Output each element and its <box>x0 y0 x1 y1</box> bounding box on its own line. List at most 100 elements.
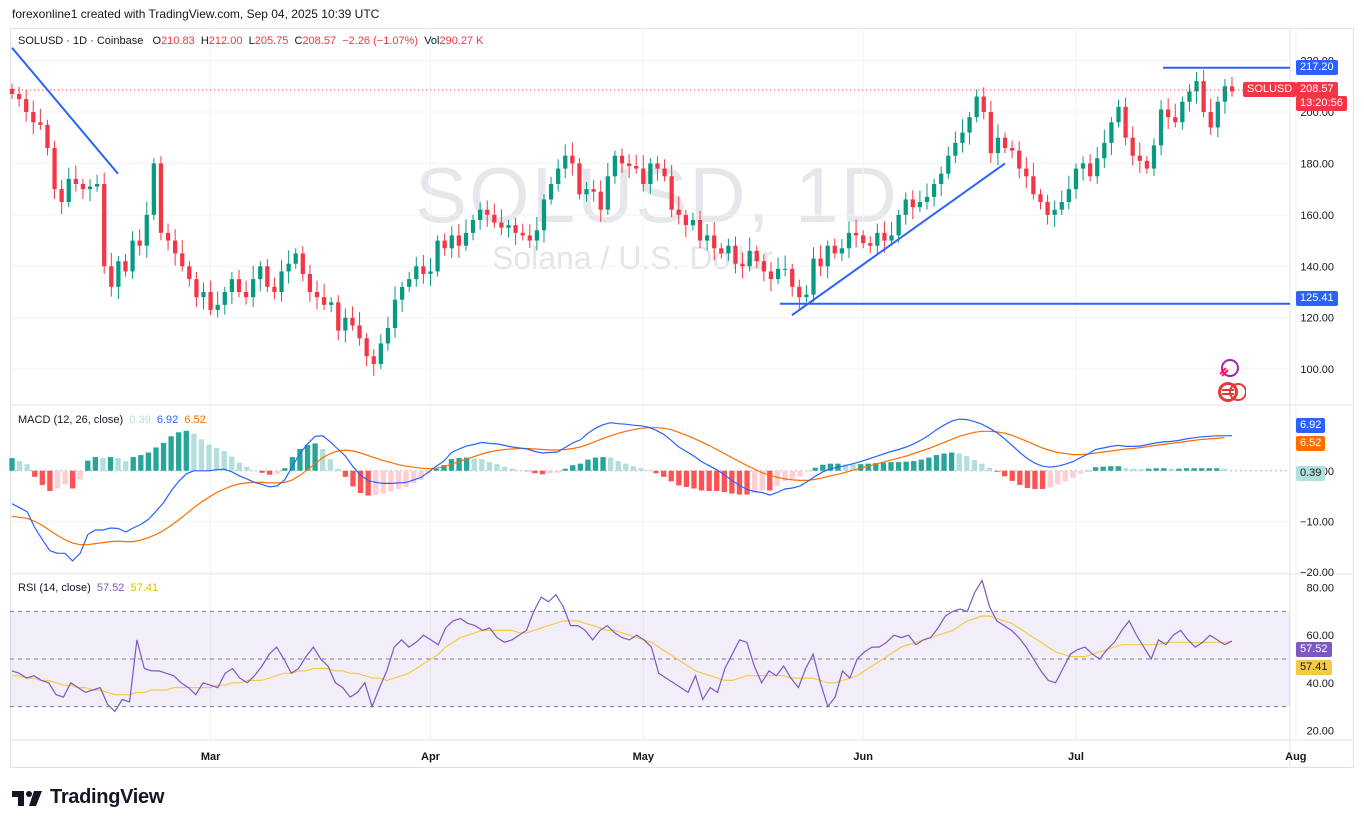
candle-body <box>889 235 894 241</box>
candle-body <box>896 214 901 236</box>
rsi-name[interactable]: RSI (14, close) <box>18 582 91 594</box>
macd-histogram-bar <box>645 470 652 471</box>
month-tick-label: Jul <box>1068 751 1084 763</box>
candle-body <box>329 302 334 305</box>
macd-histogram-bar <box>138 455 144 471</box>
macd-histogram-bar <box>592 457 599 471</box>
macd-histogram-bar <box>501 466 508 471</box>
candle-body <box>478 209 483 220</box>
candle-body <box>272 286 277 292</box>
candle-body <box>442 240 447 249</box>
macd-histogram-bar <box>229 456 235 471</box>
macd-histogram-bar <box>638 468 644 471</box>
tradingview-logo[interactable]: TradingView <box>12 786 164 809</box>
macd-histogram-bar <box>986 467 993 471</box>
price-legend[interactable]: SOLUSD · 1D · Coinbase O210.83 H212.00 L… <box>18 35 484 47</box>
macd-histogram-bar <box>274 470 280 474</box>
macd-histogram-bar <box>979 463 985 471</box>
candle-body <box>399 286 405 300</box>
macd-histogram-bar <box>577 463 583 471</box>
candle-body <box>506 225 511 228</box>
candle-body <box>265 266 270 287</box>
candle-body <box>1088 163 1093 177</box>
candle-body <box>527 235 532 241</box>
macd-histogram-bar <box>1161 468 1167 471</box>
macd-histogram-bar <box>403 470 409 487</box>
candle-body <box>811 258 816 295</box>
macd-histogram-bar <box>1145 468 1152 471</box>
macd-histogram-bar <box>911 461 917 471</box>
candle-body <box>910 199 915 208</box>
candle-body <box>648 163 653 184</box>
candle-body <box>719 248 724 254</box>
macd-histogram-bar <box>888 462 894 471</box>
candle-body <box>626 163 632 166</box>
candle-body <box>1045 202 1050 215</box>
price-tick-label: 180.00 <box>1300 158 1334 170</box>
candle-body <box>165 232 171 241</box>
candle-body <box>87 186 93 190</box>
symbol-label[interactable]: SOLUSD · 1D · Coinbase <box>18 35 144 47</box>
macd-histogram-bar <box>1123 468 1129 471</box>
macd-histogram-bar <box>69 470 76 489</box>
candle-body <box>634 166 639 169</box>
candle-body <box>73 178 78 184</box>
macd-histogram-bar <box>259 470 265 473</box>
candle-body <box>45 124 50 148</box>
macd-histogram-bar <box>562 468 568 471</box>
macd-histogram-bar <box>335 468 341 471</box>
macd-histogram-bar <box>433 468 439 471</box>
macd-histogram-bar <box>1183 468 1190 471</box>
macd-name[interactable]: MACD (12, 26, close) <box>18 414 124 426</box>
macd-histogram-bar <box>1191 468 1197 471</box>
month-tick-label: Apr <box>421 751 441 763</box>
macd-histogram-bar <box>168 436 174 471</box>
macd-histogram-bar <box>600 457 606 471</box>
candle-body <box>470 220 476 233</box>
candle-body <box>683 214 688 226</box>
candle-body <box>350 317 355 326</box>
macd-histogram-bar <box>547 470 553 474</box>
open-value: 210.83 <box>161 35 195 47</box>
low-value: 205.75 <box>254 35 289 47</box>
macd-histogram-bar <box>865 463 871 471</box>
spark-icon[interactable] <box>1216 356 1242 380</box>
candle-body <box>931 184 937 197</box>
macd-histogram-bar <box>448 459 455 471</box>
candle-body <box>513 225 518 233</box>
macd-histogram-bar <box>956 453 962 471</box>
candle-body <box>917 202 923 208</box>
macd-histogram-bar <box>251 470 258 472</box>
month-tick-label: Aug <box>1285 751 1306 763</box>
candle-body <box>407 279 412 287</box>
macd-histogram-bar <box>615 461 621 471</box>
macd-legend[interactable]: MACD (12, 26, close) 0.39 6.92 6.52 <box>18 414 206 426</box>
candle-body <box>456 235 461 246</box>
flag-icon[interactable] <box>1216 380 1246 404</box>
macd-histogram-bar <box>198 439 205 471</box>
candle-body <box>534 230 540 241</box>
candle-body <box>300 253 305 274</box>
macd-histogram-bar <box>706 470 712 491</box>
macd-histogram-bar <box>926 457 932 471</box>
macd-histogram-bar <box>115 458 121 471</box>
macd-histogram-bar <box>661 470 667 477</box>
macd-histogram-bar <box>494 464 500 471</box>
last-price-tag: 208.57 <box>1296 82 1338 97</box>
candle-body <box>584 189 589 195</box>
candle-body <box>697 220 703 241</box>
candle-body <box>946 155 951 174</box>
macd-histogram-bar <box>1024 470 1031 488</box>
rsi-legend[interactable]: RSI (14, close) 57.52 57.41 <box>18 582 158 594</box>
candle-body <box>641 168 646 184</box>
candle-body <box>31 112 36 123</box>
macd-histogram-bar <box>805 470 811 472</box>
candle-body <box>903 199 908 215</box>
candle-body <box>173 240 178 254</box>
macd-histogram-bar <box>244 466 250 471</box>
macd-histogram-bar <box>47 470 53 491</box>
macd-tick-label: −10.00 <box>1300 516 1334 528</box>
macd-histogram-bar <box>691 470 697 489</box>
macd-histogram-bar <box>789 470 796 479</box>
